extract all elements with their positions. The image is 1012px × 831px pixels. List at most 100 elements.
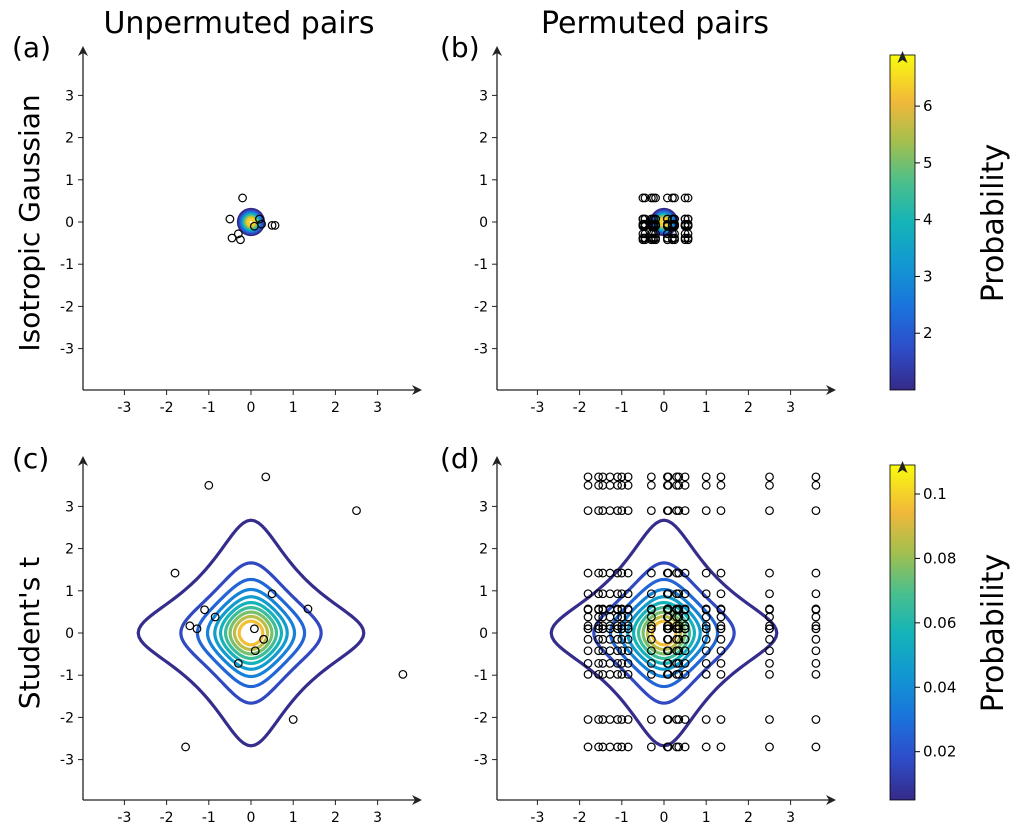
scatter-point [594, 715, 603, 724]
x-tick-label: 1 [702, 400, 711, 416]
scatter-point [680, 612, 690, 622]
scatter-point [663, 634, 673, 644]
scatter-point [663, 669, 673, 679]
scatter-point [646, 669, 656, 679]
scatter-point [605, 568, 615, 578]
scatter-point [680, 568, 690, 578]
y-tick-label: -2 [474, 299, 488, 315]
y-tick-label: -2 [60, 299, 74, 315]
scatter-point [663, 612, 673, 622]
colorbar-student-t-gradient [889, 464, 916, 801]
scatter-point [617, 634, 627, 644]
scatter-point [701, 568, 711, 578]
scatter-point [594, 472, 603, 482]
scatter-point [674, 472, 684, 482]
scatter-point [288, 715, 298, 724]
scatter-point [701, 715, 711, 724]
colorbar-tick-label: 3 [923, 267, 933, 285]
panel-c: -3 -2 -1 0 1 2 3 -3 -2 -1 0 1 2 3 [60, 456, 422, 826]
scatter-point [674, 646, 684, 656]
scatter-point [210, 612, 220, 622]
y-tick-label: -2 [474, 710, 488, 726]
scatter-point [623, 742, 633, 752]
scatter-point [716, 715, 726, 724]
scatter-point [674, 506, 684, 516]
x-tick-label: -2 [160, 810, 174, 826]
scatter-point [583, 669, 593, 679]
scatter-point [185, 621, 195, 631]
scatter-point [583, 715, 593, 724]
scatter-point [617, 472, 627, 482]
scatter-point [646, 480, 656, 490]
x-tick-label: 3 [373, 810, 382, 826]
scatter-point [680, 589, 690, 599]
scatter-point [701, 472, 711, 482]
scatter-point [765, 715, 774, 724]
scatter-point [583, 742, 593, 752]
contour-line [213, 595, 289, 671]
scatter-point [613, 715, 622, 724]
scatter-point [680, 480, 690, 490]
x-tick-label: -2 [160, 400, 174, 416]
y-tick-label: -3 [474, 342, 488, 358]
x-tick-label: 0 [247, 400, 256, 416]
scatter-point [701, 612, 711, 622]
scatter-point [583, 480, 593, 490]
scatter-point [623, 472, 633, 482]
scatter-point [594, 742, 603, 752]
scatter-point [811, 624, 821, 634]
scatter-point [594, 669, 603, 679]
contour-line [592, 561, 736, 705]
contour-line [549, 518, 779, 748]
scatter-point [398, 669, 408, 679]
scatter-point [267, 589, 277, 599]
scatter-point [583, 634, 593, 644]
colorbar-tick-label: 0.04 [923, 678, 956, 696]
x-tick-label: -3 [117, 810, 131, 826]
panel-b: -3 -2 -1 0 1 2 3 -3 -2 -1 0 1 2 3 [474, 46, 836, 416]
scatter-point [594, 612, 603, 622]
scatter-point [663, 624, 673, 634]
scatter-point [613, 658, 622, 668]
scatter-point [238, 193, 247, 203]
y-tick-label: -3 [60, 342, 74, 358]
colorbar-tick-label: 0.02 [923, 743, 956, 761]
scatter-point [583, 568, 593, 578]
scatter-point [663, 568, 673, 578]
y-tick-label: -2 [60, 710, 74, 726]
x-tick-label: 2 [744, 810, 753, 826]
scatter-point [680, 742, 690, 752]
colorbar-tick-label: 4 [923, 211, 933, 229]
x-tick-label: -1 [202, 400, 216, 416]
scatter-point [261, 472, 271, 482]
scatter-point [594, 568, 603, 578]
scatter-point [646, 634, 656, 644]
scatter-point [613, 589, 622, 599]
scatter-point [680, 472, 690, 482]
scatter-point [623, 621, 633, 631]
scatter-point [811, 646, 821, 656]
y-tick-label: 2 [65, 131, 74, 147]
scatter-point [701, 589, 711, 599]
scatter-point [811, 589, 821, 599]
scatter-point [716, 568, 726, 578]
panel-a: -3 -2 -1 0 1 2 3 -3 -2 -1 0 1 2 3 [60, 46, 422, 416]
scatter-point [200, 605, 209, 615]
y-tick-label: -3 [60, 753, 74, 769]
scatter-point [663, 621, 673, 631]
scatter-point [640, 193, 650, 203]
scatter-point [680, 506, 690, 516]
scatter-point [623, 715, 633, 724]
scatter-point [583, 589, 593, 599]
scatter-point [811, 634, 821, 644]
scatter-point [617, 480, 627, 490]
scatter-point [680, 624, 690, 634]
y-tick-label: 3 [479, 499, 488, 515]
scatter-point [594, 480, 603, 490]
scatter-point [680, 634, 690, 644]
contour-line [232, 614, 270, 652]
scatter-point [716, 589, 726, 599]
scatter-point [674, 658, 684, 668]
scatter-point [674, 669, 684, 679]
scatter-point [613, 472, 622, 482]
